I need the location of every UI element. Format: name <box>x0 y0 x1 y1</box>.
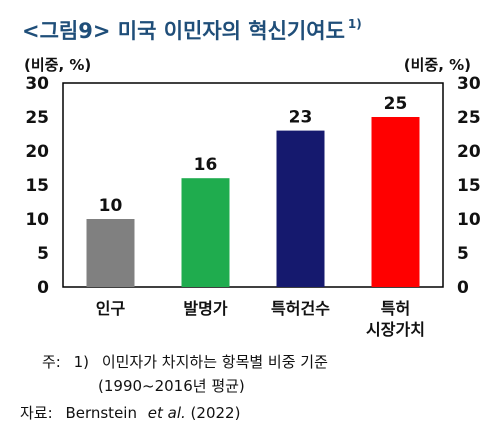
left-tick-label: 20 <box>25 142 49 162</box>
note-text-2: (1990~2016년 평균) <box>98 377 245 395</box>
source-line: 자료: Bernstein et al. (2022) <box>20 404 240 422</box>
plot-area-frame <box>62 82 444 288</box>
bar <box>276 130 325 287</box>
left-tick-label: 10 <box>25 210 49 230</box>
right-axis-ticks: 0 5 10 15 20 25 30 <box>457 74 481 298</box>
bar <box>181 178 230 287</box>
left-tick-label: 25 <box>25 108 49 128</box>
bar-value-label: 16 <box>194 155 218 175</box>
right-tick-label: 30 <box>457 74 481 94</box>
category-label: 인구 <box>96 299 126 318</box>
note-text-1: 이민자가 차지하는 항목별 비중 기준 <box>102 353 328 371</box>
value-labels: 10 16 23 25 <box>99 94 408 216</box>
category-label: 특허건수 <box>271 299 330 318</box>
note-line-1: 주: 1) 이민자가 차지하는 항목별 비중 기준 <box>42 353 328 371</box>
right-axis-unit-label: (비중, %) <box>404 56 471 74</box>
bar <box>371 117 420 287</box>
left-tick-label: 15 <box>25 176 49 196</box>
right-tick-label: 15 <box>457 176 481 196</box>
right-tick-label: 0 <box>457 278 469 298</box>
bar <box>86 219 135 287</box>
bar-value-label: 25 <box>384 94 408 114</box>
chart-title: <그림9> 미국 이민자의 혁신기여도 <box>22 19 345 43</box>
left-axis-unit-label: (비중, %) <box>24 56 91 74</box>
note-number: 1) <box>74 353 89 371</box>
bar-value-label: 23 <box>289 108 313 128</box>
right-tick-label: 20 <box>457 142 481 162</box>
title-footnote-marker: 1) <box>348 17 362 31</box>
bar-value-label: 10 <box>99 196 123 216</box>
right-tick-label: 25 <box>457 108 481 128</box>
category-label: 발명가 <box>183 299 227 318</box>
bar-series <box>86 117 420 287</box>
category-label: 특허 <box>381 299 410 318</box>
right-tick-label: 10 <box>457 210 481 230</box>
left-axis-ticks: 0 5 10 15 20 25 30 <box>25 74 49 298</box>
category-label: 시장가치 <box>366 320 425 339</box>
source-etal: et al. <box>148 404 186 422</box>
left-tick-label: 5 <box>37 244 49 264</box>
source-year: (2022) <box>191 404 241 422</box>
note-prefix: 주: <box>42 353 61 371</box>
right-tick-label: 5 <box>457 244 469 264</box>
source-prefix: 자료: <box>20 404 53 422</box>
left-tick-label: 0 <box>37 278 49 298</box>
left-tick-label: 30 <box>25 74 49 94</box>
source-author: Bernstein <box>65 404 137 422</box>
